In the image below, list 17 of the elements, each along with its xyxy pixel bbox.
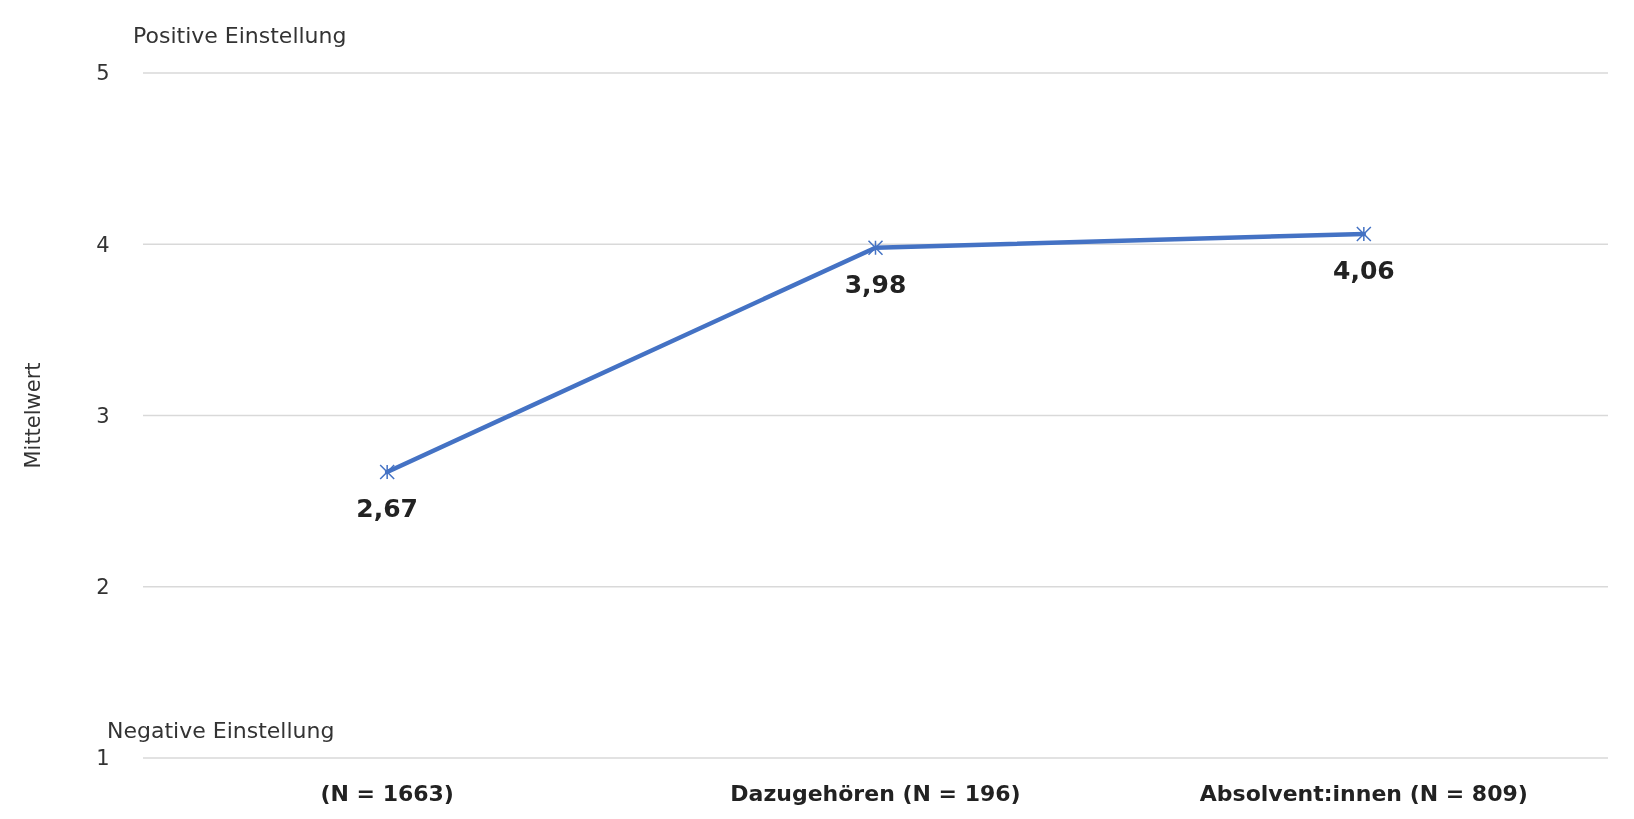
- y-tick-label: 4: [96, 232, 110, 257]
- data-label: 4,06: [1332, 255, 1395, 285]
- data-label: 3,98: [844, 269, 907, 299]
- y-tick-label: 2: [96, 575, 110, 600]
- annotation: Negative Einstellung: [107, 718, 335, 743]
- point: [379, 464, 395, 480]
- x-tick-label: Dazugehören (N = 196): [730, 781, 1021, 806]
- y-tick-label: 3: [96, 403, 110, 428]
- point: [1356, 226, 1372, 242]
- text: Positive Einstellung: [133, 23, 347, 48]
- x-tick-label: Absolvent:innen (N = 809): [1199, 781, 1528, 806]
- data-label: 2,67: [356, 494, 419, 524]
- y-tick-label: 1: [96, 746, 110, 771]
- y-axis-title: Mittelwert: [21, 362, 45, 469]
- y-tick-label: 5: [96, 61, 110, 86]
- x-tick-label: (N = 1663): [320, 781, 454, 806]
- point: [867, 239, 884, 256]
